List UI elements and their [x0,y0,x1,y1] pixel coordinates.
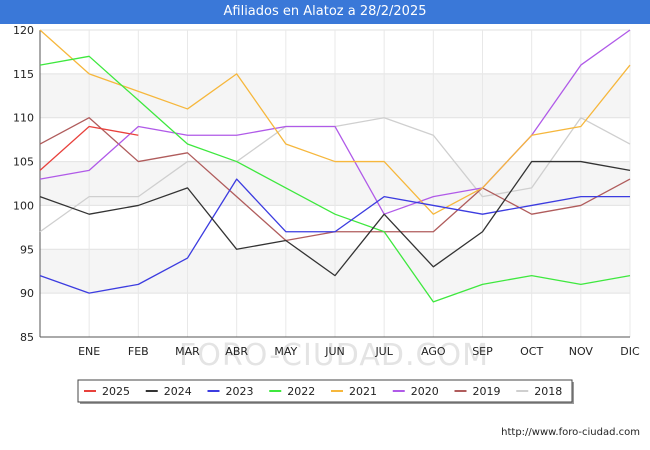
x-tick-label: MAY [274,345,297,358]
legend-label-2022: 2022 [287,385,315,398]
footer-url: http://www.foro-ciudad.com [501,427,640,438]
x-tick-label: MAR [175,345,200,358]
series-line-2024 [39,160,631,277]
x-tick-label: DIC [620,345,640,358]
legend-label-2023: 2023 [226,385,254,398]
legend: 2025 2024 2023 2022 2021 2020 2019 2018 [77,379,574,404]
legend-label-2020: 2020 [411,385,439,398]
x-tick-label: ENE [78,345,100,358]
x-tick-label: SEP [472,345,493,358]
watermark: FORO-CIUDAD.COM [179,338,489,373]
series-line-2022 [39,55,631,303]
legend-label-2025: 2025 [102,385,130,398]
y-tick-label: 85 [20,331,34,344]
series-line-2025 [39,125,139,171]
y-tick-label: 115 [13,68,34,81]
series-lines [39,29,631,303]
legend-label-2021: 2021 [349,385,377,398]
x-tick-label: JUL [374,345,393,358]
x-tick-label: AGO [421,345,446,358]
series-line-2021 [39,29,631,215]
y-tick-labels: 85 90 95 100 105 110 115 120 [13,24,34,344]
series-line-2023 [39,178,630,294]
y-tick-label: 110 [13,112,34,125]
y-tick-label: 90 [20,287,34,300]
y-tick-label: 95 [20,243,34,256]
axes [39,30,630,338]
y-tick-label: 105 [13,156,34,169]
y-tick-label: 100 [13,199,34,212]
legend-label-2024: 2024 [164,385,192,398]
x-tick-label: JUN [324,345,345,358]
y-tick-label: 120 [13,24,34,37]
legend-box [77,379,573,403]
legend-label-2018: 2018 [534,385,562,398]
x-tick-label: ABR [225,345,248,358]
chart-title: Afiliados en Alatoz a 28/2/2025 [0,0,650,24]
x-tick-label: FEB [128,345,149,358]
x-tick-label: NOV [569,345,594,358]
x-tick-labels: ENE FEB MAR ABR MAY JUN JUL AGO SEP OCT NOV DIC [78,345,640,358]
x-tick-label: OCT [520,345,543,358]
legend-label-2019: 2019 [473,385,501,398]
